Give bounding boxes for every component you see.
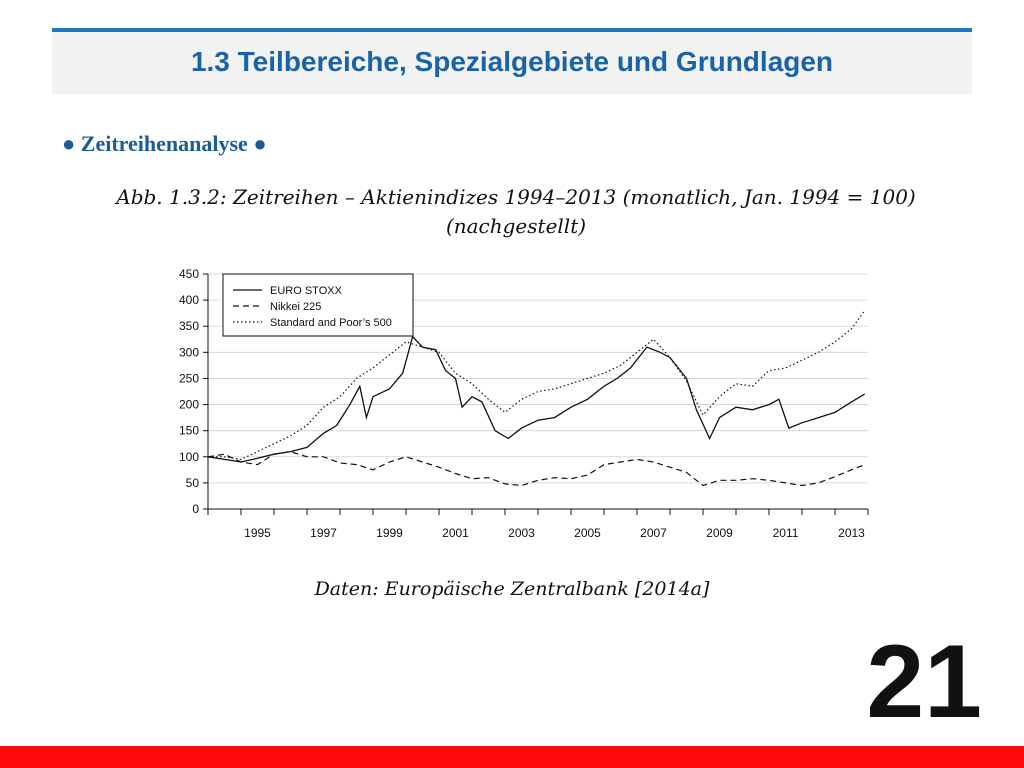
y-tick-label: 300 (179, 345, 199, 359)
bottom-accent-bar (0, 746, 1024, 768)
x-tick-label: 2011 (773, 526, 799, 540)
title-bar: 1.3 Teilbereiche, Spezialgebiete und Gru… (52, 28, 972, 94)
page-number: 21 (866, 624, 982, 740)
legend-label: Nikkei 225 (270, 301, 321, 313)
figure-caption-note: (nachgestellt) (445, 214, 587, 238)
x-tick-label: 2003 (508, 526, 535, 540)
line-chart: 0 50 100 150 200 250 300 350 400 450 1995 1997 1999 2… (179, 267, 869, 540)
legend-box (222, 273, 414, 337)
legend-label: EURO STOXX (270, 285, 343, 297)
x-tick-label: 2001 (442, 526, 469, 540)
slide-title: 1.3 Teilbereiche, Spezialgebiete und Gru… (190, 46, 834, 77)
y-tick-label: 100 (179, 450, 199, 464)
figure-caption: Abb. 1.3.2: Zeitreihen – Aktienindizes 1… (116, 185, 916, 209)
x-tick-label: 2007 (640, 526, 667, 540)
legend-label: Standard and Poor’s 500 (270, 317, 392, 329)
x-tick-label: 2013 (838, 526, 865, 540)
y-tick-label: 150 (179, 424, 199, 438)
section-bullet: ● Zeitreihenanalyse ● (62, 131, 267, 156)
series-line (207, 335, 866, 463)
x-tick-label: 1999 (376, 526, 403, 540)
y-tick-label: 50 (186, 476, 200, 490)
y-tick-label: 200 (179, 398, 199, 412)
y-tick-label: 350 (179, 319, 199, 333)
y-tick-label: 0 (192, 502, 199, 516)
x-tick-label: 2005 (574, 526, 601, 540)
data-source: Daten: Europäische Zentralbank [2014a] (314, 578, 710, 600)
y-tick-label: 450 (179, 267, 199, 281)
y-tick-label: 250 (179, 371, 199, 385)
x-tick-label: 1995 (244, 526, 271, 540)
y-tick-label: 400 (179, 293, 199, 307)
x-tick-label: 2009 (706, 526, 733, 540)
x-tick-label: 1997 (310, 526, 337, 540)
